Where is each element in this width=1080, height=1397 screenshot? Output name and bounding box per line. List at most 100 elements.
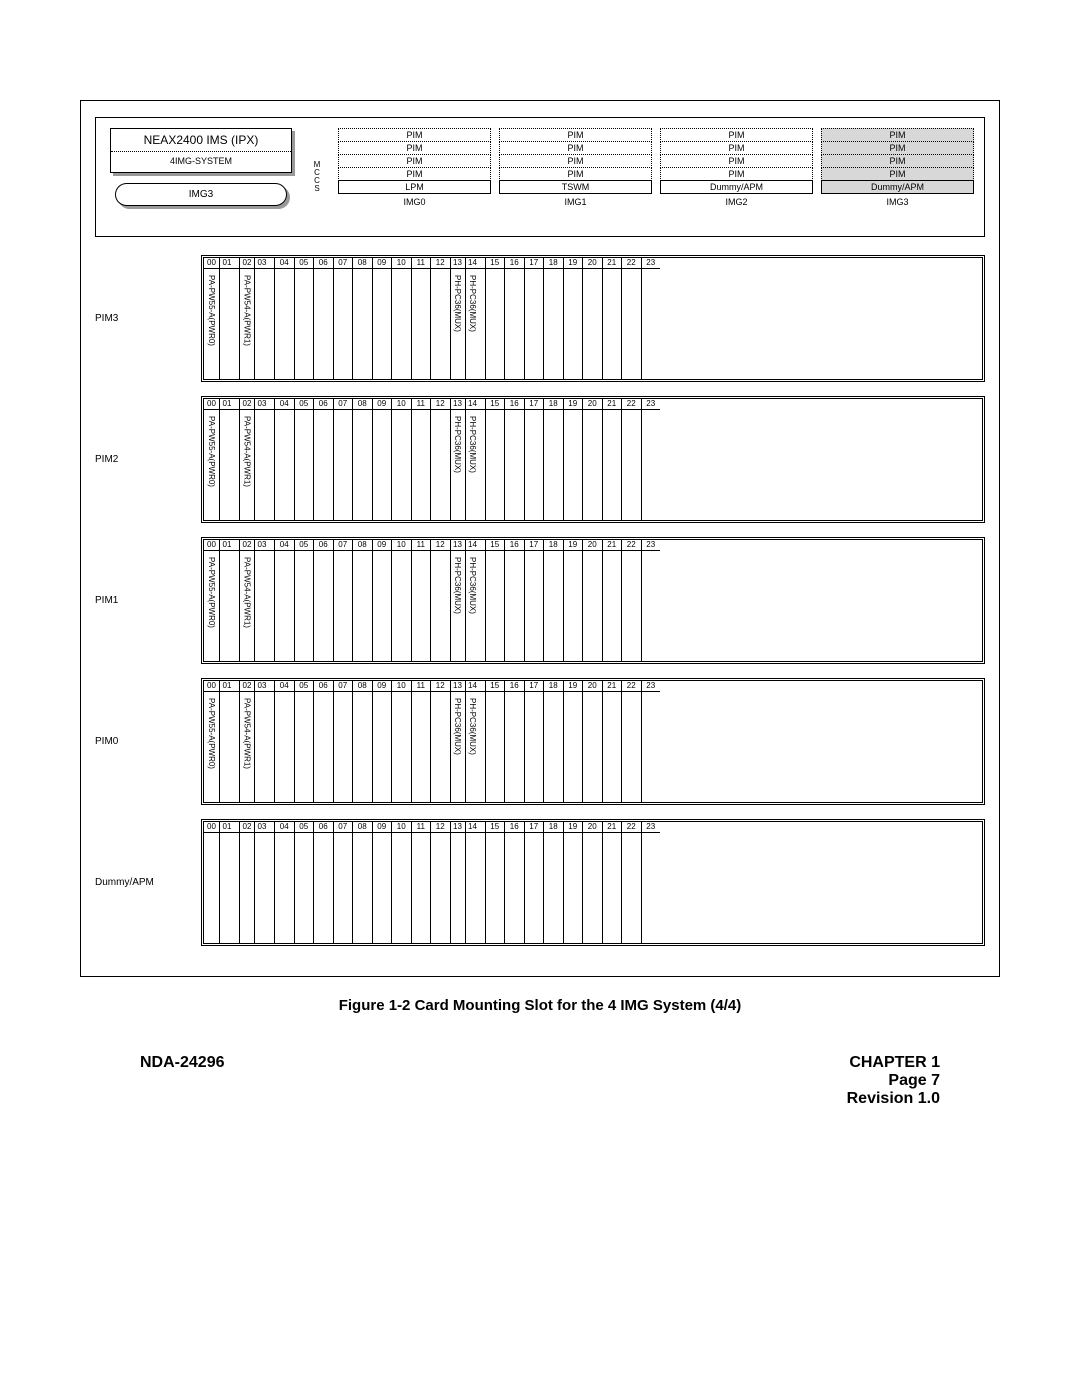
rack: 0001020304050607080910111213141516171819… [201, 678, 985, 805]
slot-number: 09 [372, 681, 392, 692]
slot-number: 12 [430, 258, 450, 269]
header-left: NEAX2400 IMS (IPX) 4IMG-SYSTEM IMG3 [106, 128, 296, 226]
slot-number: 12 [430, 540, 450, 551]
system-subtitle: 4IMG-SYSTEM [111, 151, 291, 166]
img-cell: PIM [499, 167, 652, 181]
slot [313, 410, 333, 520]
racks-container: PIM3000102030405060708091011121314151617… [95, 255, 985, 946]
slot [641, 833, 661, 943]
slot-number: 06 [313, 822, 333, 833]
slot-number: 14 [465, 399, 480, 410]
slot-number: 23 [641, 822, 661, 833]
slot [254, 269, 269, 379]
img-column-footer: IMG0 [338, 197, 491, 207]
mccs-label: MCCS [314, 161, 321, 193]
slot [430, 551, 450, 661]
slot [543, 833, 563, 943]
slot [333, 269, 353, 379]
slot [411, 269, 431, 379]
slot [524, 692, 544, 802]
slot-number: 04 [274, 258, 294, 269]
slot [621, 410, 641, 520]
slot [333, 692, 353, 802]
slot-number: 16 [504, 681, 524, 692]
card-label: PH-PC36(MUX) [468, 698, 477, 755]
card-label: PH-PC36(MUX) [453, 557, 462, 614]
slot-number: 08 [352, 822, 372, 833]
slot [430, 692, 450, 802]
img-column: PIMPIMPIMPIMDummy/APMIMG3 [821, 128, 974, 226]
img-cell: TSWM [499, 180, 652, 194]
slot [563, 833, 583, 943]
card-label: PA-PW54-A(PWR1) [243, 698, 252, 769]
slot-number: 00 [204, 399, 219, 410]
rack: 0001020304050607080910111213141516171819… [201, 255, 985, 382]
rack-label: PIM2 [95, 454, 201, 465]
slot-number: 00 [204, 822, 219, 833]
slot-number: 07 [333, 399, 353, 410]
slot-number: 08 [352, 258, 372, 269]
mccs-label-container: MCCS [310, 128, 324, 226]
system-title-box: NEAX2400 IMS (IPX) 4IMG-SYSTEM [110, 128, 292, 173]
slot [254, 833, 269, 943]
slot-number: 08 [352, 681, 372, 692]
slot [430, 410, 450, 520]
slot-number: 04 [274, 822, 294, 833]
slot [485, 833, 505, 943]
slot-number: 03 [254, 399, 269, 410]
slot [485, 692, 505, 802]
slot [372, 692, 392, 802]
img-cell: PIM [338, 141, 491, 155]
slot-number: 01 [219, 399, 234, 410]
card-label: PA-PW54-A(PWR1) [243, 275, 252, 346]
slot-number: 21 [602, 822, 622, 833]
slot: PH-PC36(MUX) [450, 269, 465, 379]
slot-number: 03 [254, 540, 269, 551]
slot [352, 410, 372, 520]
slot [563, 551, 583, 661]
slot-number: 02 [239, 399, 254, 410]
slot [372, 269, 392, 379]
slot-number: 00 [204, 681, 219, 692]
rack-label: PIM3 [95, 313, 201, 324]
slot [543, 551, 563, 661]
slot: PA-PW55-A(PWR0) [204, 692, 219, 802]
slot-number: 22 [621, 258, 641, 269]
slot: PA-PW54-A(PWR1) [239, 410, 254, 520]
slot [391, 551, 411, 661]
slot [504, 692, 524, 802]
slot [621, 833, 641, 943]
slot-number: 14 [465, 681, 480, 692]
footer-right: CHAPTER 1Page 7Revision 1.0 [847, 1054, 940, 1108]
img-column: PIMPIMPIMPIMLPMIMG0 [338, 128, 491, 226]
slot-number: 22 [621, 681, 641, 692]
slot [602, 692, 622, 802]
slot [504, 410, 524, 520]
rack-label: Dummy/APM [95, 877, 201, 888]
slot-number: 19 [563, 399, 583, 410]
slot-number: 11 [411, 822, 431, 833]
img-columns: PIMPIMPIMPIMLPMIMG0PIMPIMPIMPIMTSWMIMG1P… [338, 128, 974, 226]
slot-number: 08 [352, 540, 372, 551]
footer-line: Page 7 [847, 1072, 940, 1090]
slot [294, 269, 314, 379]
card-label: PA-PW55-A(PWR0) [207, 416, 216, 487]
slot-number: 17 [524, 681, 544, 692]
slot [254, 692, 269, 802]
slot-number: 16 [504, 540, 524, 551]
img-cell: Dummy/APM [660, 180, 813, 194]
slot-number: 00 [204, 258, 219, 269]
slot [219, 692, 234, 802]
slot-number: 15 [485, 258, 505, 269]
rack: 0001020304050607080910111213141516171819… [201, 396, 985, 523]
slot-number: 07 [333, 540, 353, 551]
img-column-footer: IMG1 [499, 197, 652, 207]
slot [465, 833, 480, 943]
slot: PH-PC36(MUX) [450, 551, 465, 661]
slot-number: 20 [582, 540, 602, 551]
card-label: PA-PW55-A(PWR0) [207, 557, 216, 628]
slot-number: 20 [582, 681, 602, 692]
slot [430, 269, 450, 379]
slot: PA-PW54-A(PWR1) [239, 692, 254, 802]
selected-img-box: IMG3 [115, 183, 287, 206]
